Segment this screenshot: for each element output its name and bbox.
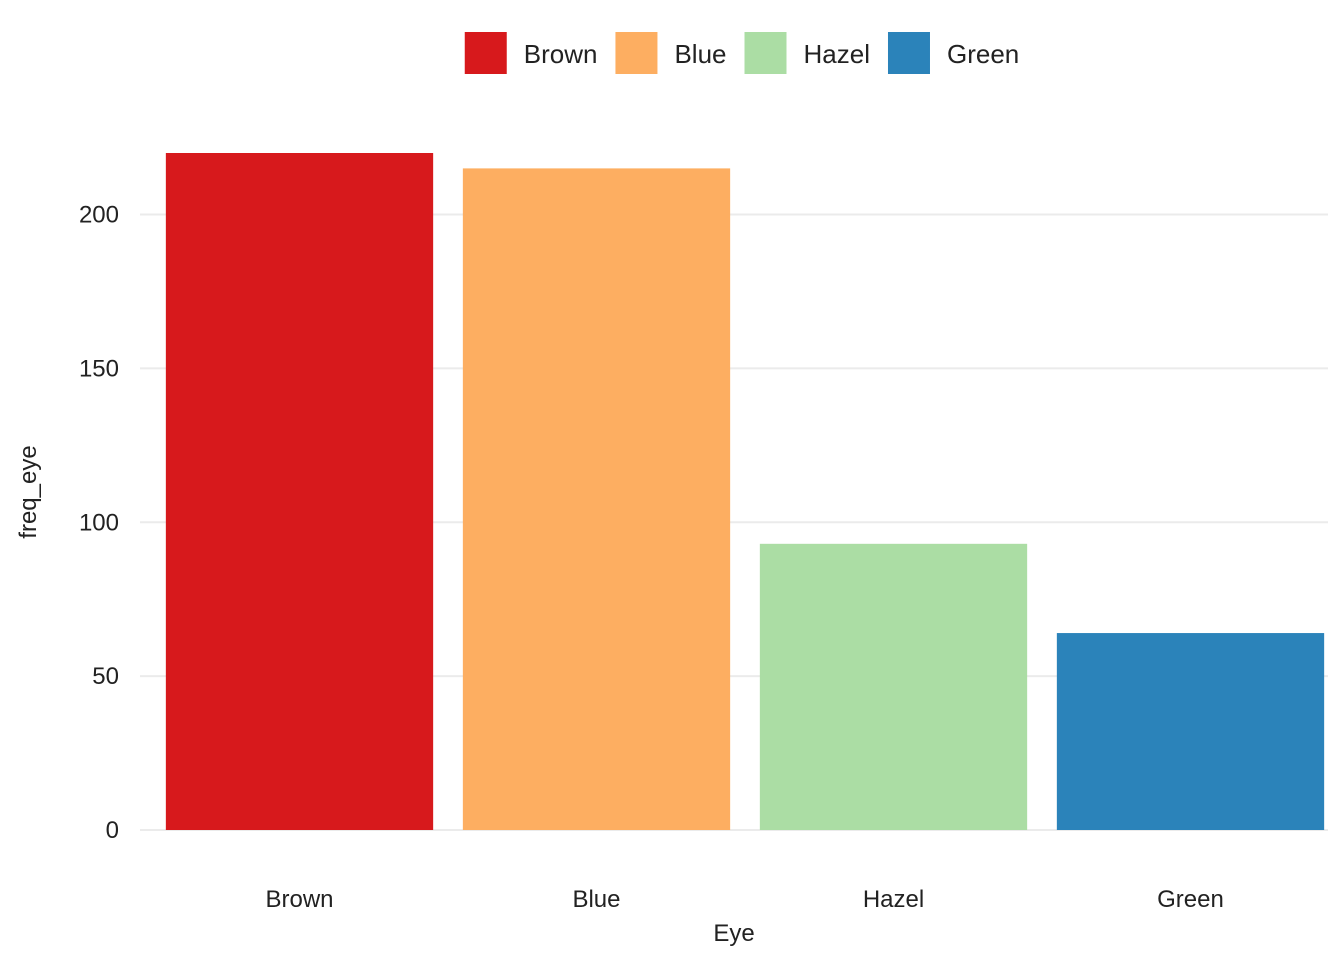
legend-label-brown: Brown <box>524 39 598 69</box>
y-tick-label-200: 200 <box>79 202 119 229</box>
legend-swatch-brown <box>464 32 507 74</box>
x-tick-label-hazel: Hazel <box>863 886 924 913</box>
bar-green <box>1056 633 1325 830</box>
legend-label-blue: Blue <box>674 39 726 69</box>
y-tick-label-100: 100 <box>79 509 119 536</box>
x-tick-label-brown: Brown <box>265 886 333 913</box>
y-tick-label-0: 0 <box>106 817 119 844</box>
bar-brown <box>165 153 434 830</box>
bar-hazel <box>759 543 1028 830</box>
legend: Brown Blue Hazel Green <box>464 32 1019 74</box>
x-axis-title: Eye <box>713 920 754 947</box>
bar-blue <box>462 168 731 831</box>
legend-label-green: Green <box>947 39 1019 69</box>
legend-swatch-green <box>887 32 930 74</box>
legend-label-hazel: Hazel <box>804 39 870 69</box>
y-tick-label-50: 50 <box>92 663 119 690</box>
x-tick-label-green: Green <box>1157 886 1224 913</box>
legend-swatch-hazel <box>744 32 787 74</box>
bars <box>165 153 1325 831</box>
y-axis-title: freq_eye <box>15 445 42 538</box>
legend-swatch-blue <box>615 32 658 74</box>
x-tick-label-blue: Blue <box>572 886 620 913</box>
y-axis-ticks: 0 50 100 150 200 <box>79 202 119 844</box>
x-axis-ticks: Brown Blue Hazel Green <box>265 886 1223 913</box>
y-tick-label-150: 150 <box>79 355 119 382</box>
